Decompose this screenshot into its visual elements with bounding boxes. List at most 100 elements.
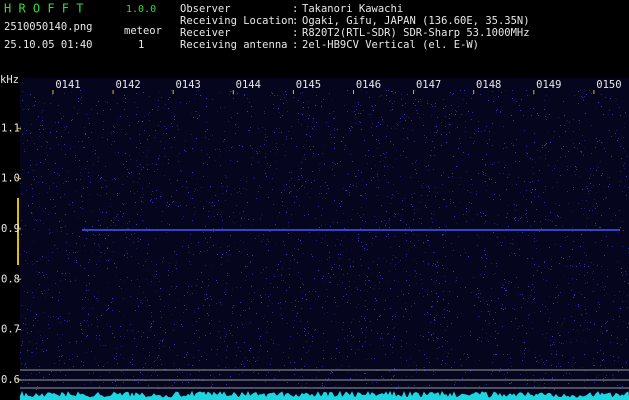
noise-pixel bbox=[502, 284, 503, 285]
noise-pixel bbox=[606, 330, 607, 331]
noise-pixel bbox=[505, 290, 506, 291]
noise-pixel bbox=[143, 265, 144, 266]
noise-pixel bbox=[534, 142, 535, 143]
noise-pixel bbox=[22, 134, 23, 135]
noise-pixel bbox=[493, 232, 494, 233]
noise-pixel bbox=[315, 299, 316, 300]
noise-pixel bbox=[300, 168, 301, 169]
noise-pixel bbox=[208, 211, 209, 212]
noise-pixel bbox=[380, 124, 381, 125]
noise-pixel bbox=[580, 325, 581, 326]
noise-pixel bbox=[27, 332, 28, 333]
noise-pixel bbox=[267, 239, 268, 240]
noise-pixel bbox=[139, 134, 140, 135]
noise-pixel bbox=[244, 342, 245, 343]
noise-pixel bbox=[587, 188, 588, 189]
noise-pixel bbox=[233, 98, 234, 99]
noise-pixel bbox=[461, 114, 462, 115]
noise-pixel bbox=[232, 146, 233, 147]
noise-pixel bbox=[411, 194, 412, 195]
noise-pixel bbox=[265, 157, 266, 158]
noise-pixel bbox=[624, 127, 625, 128]
noise-pixel bbox=[48, 169, 49, 170]
noise-pixel bbox=[404, 118, 405, 119]
noise-pixel bbox=[299, 335, 300, 336]
noise-pixel bbox=[503, 173, 504, 174]
noise-pixel bbox=[480, 301, 481, 302]
noise-pixel bbox=[98, 260, 99, 261]
noise-pixel bbox=[555, 165, 556, 166]
noise-pixel bbox=[508, 205, 509, 206]
noise-pixel bbox=[281, 132, 282, 133]
noise-pixel bbox=[67, 254, 68, 255]
noise-pixel bbox=[324, 281, 325, 282]
noise-pixel bbox=[448, 353, 449, 354]
noise-pixel bbox=[225, 200, 226, 201]
noise-pixel bbox=[59, 356, 60, 357]
noise-pixel bbox=[191, 113, 192, 114]
noise-pixel bbox=[133, 242, 134, 243]
noise-pixel bbox=[371, 105, 372, 106]
noise-pixel bbox=[481, 341, 482, 342]
noise-pixel bbox=[284, 365, 285, 366]
noise-pixel bbox=[385, 157, 386, 158]
noise-pixel bbox=[179, 368, 180, 369]
noise-pixel bbox=[453, 202, 454, 203]
noise-pixel bbox=[151, 261, 152, 262]
noise-pixel bbox=[526, 90, 527, 91]
noise-pixel bbox=[602, 282, 603, 283]
noise-pixel bbox=[546, 119, 547, 120]
noise-pixel bbox=[579, 120, 580, 121]
noise-pixel bbox=[371, 243, 372, 244]
noise-pixel bbox=[54, 172, 55, 173]
noise-pixel bbox=[42, 117, 43, 118]
noise-pixel bbox=[28, 172, 29, 173]
noise-pixel bbox=[82, 237, 83, 238]
noise-pixel bbox=[374, 309, 375, 310]
noise-pixel bbox=[326, 193, 327, 194]
noise-pixel bbox=[537, 360, 538, 361]
noise-pixel bbox=[570, 265, 571, 266]
noise-pixel bbox=[548, 165, 549, 166]
noise-pixel bbox=[174, 382, 175, 383]
noise-pixel bbox=[502, 326, 503, 327]
noise-pixel bbox=[120, 211, 121, 212]
noise-pixel bbox=[114, 178, 115, 179]
noise-pixel bbox=[168, 305, 169, 306]
noise-pixel bbox=[160, 327, 161, 328]
noise-pixel bbox=[372, 123, 373, 124]
datetime: 25.10.05 01:40 bbox=[4, 39, 93, 51]
noise-pixel bbox=[281, 198, 282, 199]
noise-pixel bbox=[351, 322, 352, 323]
noise-pixel bbox=[545, 158, 546, 159]
noise-pixel bbox=[224, 292, 225, 293]
info-value: Ogaki, Gifu, JAPAN (136.60E, 35.35N) bbox=[302, 15, 530, 27]
noise-pixel bbox=[534, 196, 535, 197]
noise-pixel bbox=[481, 311, 482, 312]
noise-pixel bbox=[390, 203, 391, 204]
noise-pixel bbox=[389, 101, 390, 102]
noise-pixel bbox=[104, 253, 105, 254]
noise-pixel bbox=[149, 112, 150, 113]
noise-pixel bbox=[458, 106, 459, 107]
noise-pixel bbox=[522, 232, 523, 233]
noise-pixel bbox=[352, 209, 353, 210]
noise-pixel bbox=[263, 288, 264, 289]
noise-pixel bbox=[307, 126, 308, 127]
noise-pixel bbox=[366, 275, 367, 276]
noise-pixel bbox=[598, 167, 599, 168]
noise-pixel bbox=[307, 321, 308, 322]
noise-pixel bbox=[620, 115, 621, 116]
noise-pixel bbox=[414, 270, 415, 271]
noise-pixel bbox=[140, 302, 141, 303]
noise-pixel bbox=[87, 231, 88, 232]
noise-pixel bbox=[113, 217, 114, 218]
noise-pixel bbox=[88, 349, 89, 350]
noise-pixel bbox=[385, 354, 386, 355]
noise-pixel bbox=[160, 359, 161, 360]
noise-pixel bbox=[478, 316, 479, 317]
noise-pixel bbox=[386, 180, 387, 181]
noise-pixel bbox=[230, 254, 231, 255]
noise-pixel bbox=[464, 90, 465, 91]
noise-pixel bbox=[368, 280, 369, 281]
